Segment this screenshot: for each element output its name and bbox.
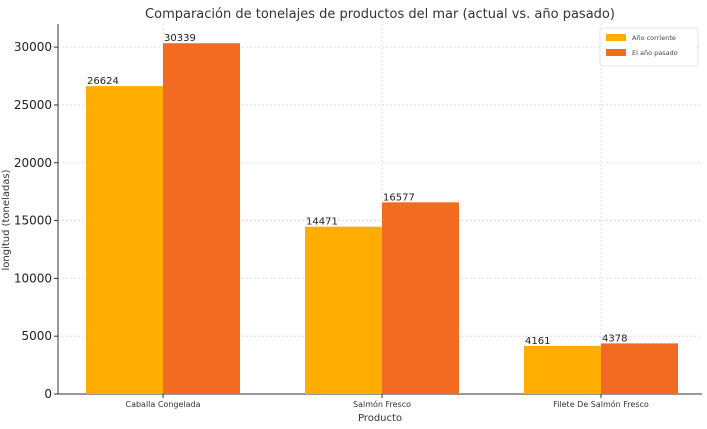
bar-value-label: 30339 — [164, 33, 196, 44]
y-tick-label: 0 — [44, 387, 52, 401]
y-ticks: 0 5000 10000 15000 20000 25000 30000 — [14, 40, 58, 401]
x-tick-label: Filete De Salmón Fresco — [553, 399, 649, 409]
y-tick-label: 5000 — [21, 329, 52, 343]
bar-value-label: 14471 — [306, 217, 338, 228]
bar — [382, 202, 459, 394]
legend: Año corriente El año pasado — [599, 27, 699, 67]
legend-swatch — [606, 49, 626, 56]
y-tick-label: 25000 — [14, 98, 52, 112]
y-tick-label: 20000 — [14, 156, 52, 170]
bar — [305, 226, 382, 394]
x-ticks: Caballa Congelada Salmón Fresco Filete De … — [125, 394, 649, 409]
bar — [163, 43, 240, 394]
bars: 26624 14471 4161 30339 16577 4378 — [86, 33, 678, 394]
y-tick-label: 10000 — [14, 271, 52, 285]
y-axis-label: longitud (toneladas) — [1, 169, 12, 270]
legend-swatch — [606, 34, 626, 41]
y-tick-label: 30000 — [14, 40, 52, 54]
bar — [601, 343, 678, 394]
bar — [86, 86, 163, 394]
x-tick-label: Salmón Fresco — [353, 399, 411, 409]
x-tick-label: Caballa Congelada — [125, 400, 200, 409]
bar-value-label: 4378 — [602, 333, 627, 344]
bar-value-label: 26624 — [87, 76, 119, 87]
x-axis-label: Producto — [358, 413, 402, 424]
bar-value-label: 16577 — [383, 192, 415, 203]
y-tick-label: 15000 — [14, 214, 52, 228]
legend-label: Año corriente — [632, 34, 676, 42]
bar-value-label: 4161 — [525, 336, 550, 347]
bar — [524, 345, 601, 394]
chart-title: Comparación de tonelajes de productos de… — [145, 7, 615, 22]
legend-label: El año pasado — [632, 49, 678, 57]
